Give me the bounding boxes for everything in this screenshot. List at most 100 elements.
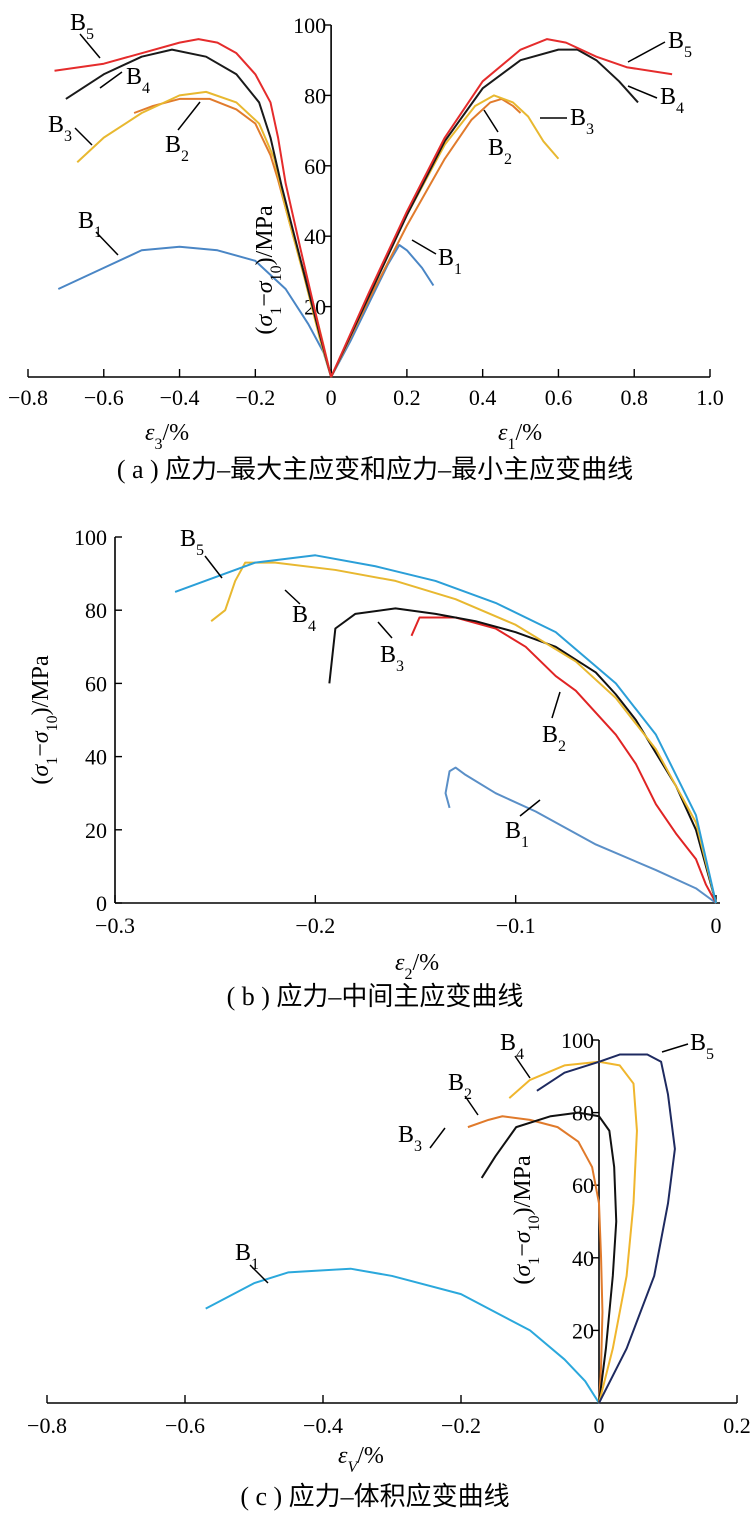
panel-a-x-tick-label: 1.0 (696, 385, 724, 410)
panel-c-leader-b1 (249, 1264, 269, 1284)
panel-b-y-tick-label: 100 (74, 525, 107, 550)
panel-c-x-tick-label: −0.4 (303, 1413, 343, 1438)
panel-a-series-label-b5: B5 (668, 28, 692, 61)
panel-c-x-tick-label: −0.6 (165, 1413, 205, 1438)
panel-b-series-label-b1: B1 (505, 818, 529, 851)
panel-a: −0.8 −0.6 −0.4 −0.2 0 0.2 0.4 0.6 0.8 1.020406080… (8, 10, 724, 484)
panel-a-leader-b2 (483, 109, 499, 133)
panel-c-y-axis-label: (σ1−σ10)/MPa (510, 1155, 543, 1285)
panel-b-caption: ( b ) 应力–中间主应变曲线 (227, 982, 524, 1011)
panel-b-y-tick-label: 60 (85, 671, 107, 696)
panel-a-leader-b1 (411, 239, 437, 255)
panel-b-leader-b1 (519, 799, 541, 817)
panel-c-leader-b5 (661, 1043, 689, 1053)
panel-b-y-tick-label: 80 (85, 598, 107, 623)
panel-a-line-b1-eps1 (330, 244, 435, 378)
panel-a-y-tick-label: 80 (304, 83, 326, 108)
panel-a-series-label-b1: B1 (78, 208, 102, 241)
panel-a-line-b5-eps3 (54, 38, 333, 378)
panel-c-series-label-b4: B4 (500, 1030, 524, 1063)
panel-c-x-axis-label: εV/% (338, 1443, 384, 1476)
panel-a-series-labels: B5 B4 B3 B2 B1 B5 B4 B3 B2 B1 (48, 10, 692, 278)
panel-c-series-label-b3: B3 (398, 1122, 422, 1155)
panel-a-series-label-b4: B4 (660, 84, 684, 117)
panel-c-line-b2 (467, 1115, 604, 1404)
panel-a-series-label-b4: B4 (126, 64, 150, 97)
panel-a-x-tick-label: 0.2 (393, 385, 421, 410)
panel-c-line-b5 (536, 1053, 676, 1404)
panel-b-line-b1 (444, 766, 717, 904)
panel-c-line-b1 (205, 1267, 600, 1404)
panel-c-series-label-b1: B1 (235, 1240, 259, 1273)
panel-b-y-tick-label: 0 (96, 891, 107, 916)
panel-a-y-tick-label: 40 (304, 224, 326, 249)
panel-a-x-tick-label: 0.4 (469, 385, 497, 410)
panel-a-series-label-b1: B1 (438, 245, 462, 278)
panel-b-series-labels: B5 B4 B3 B2 B1 (180, 526, 566, 851)
panel-b-x-axis-label: ε2/% (395, 950, 439, 983)
panel-a-caption: ( a ) 应力–最大主应变和应力–最小主应变曲线 (117, 455, 633, 484)
panel-a-y-tick-label: 60 (304, 154, 326, 179)
panel-c-leader-b4 (514, 1055, 531, 1079)
panel-c-y-tick-label: 20 (572, 1318, 594, 1343)
panel-c-series (205, 1053, 676, 1404)
panel-b-line-b2 (410, 616, 717, 904)
panel-b-y-axis-label: (σ1−σ10)/MPa (28, 655, 61, 785)
panel-a-series-label-b2: B2 (165, 132, 189, 165)
panel-a-leader-b3 (74, 127, 93, 146)
panel-b-leader-b5 (204, 555, 223, 579)
panel-b-leader-b2 (551, 691, 561, 719)
panel-a-line-b2-eps1 (330, 97, 522, 378)
panel-b-line-b3 (328, 607, 717, 904)
panel-a-y-tick-label: 100 (293, 13, 326, 38)
panel-a-leader-b5 (627, 41, 666, 63)
panel-b-line-b4 (210, 561, 717, 904)
panel-a-x-axis-label-left: ε3/% (145, 420, 189, 453)
panel-a-series-label-b5: B5 (70, 10, 94, 43)
panel-a-leader-b4 (99, 71, 123, 89)
panel-b-leader-b4 (284, 589, 301, 605)
panel-c-leader-b3 (429, 1127, 446, 1149)
panel-a-line-b1-eps3 (57, 245, 333, 378)
panel-c-x-tick-label: −0.8 (27, 1413, 67, 1438)
panel-c-y-tick-label: 100 (561, 1028, 594, 1053)
panel-b-series-label-b2: B2 (542, 722, 566, 755)
panel-b-series-label-b5: B5 (180, 526, 204, 559)
panel-a-leader-b2 (177, 101, 201, 131)
panel-c-leader-b2 (464, 1095, 479, 1116)
panel-c-line-b4 (508, 1060, 638, 1404)
panel-c-series-labels: B5 B4 B2 B3 B1 (235, 1030, 714, 1284)
panel-c-y-tick-label: 60 (572, 1173, 594, 1198)
panel-a-axes (28, 25, 710, 378)
panel-a-y-axis-label: (σ1−σ10)/MPa (252, 205, 285, 335)
panel-b-y-tick-label: 20 (85, 818, 107, 843)
panel-a-x-tick-label: −0.2 (235, 385, 275, 410)
panel-c-series-label-b5: B5 (690, 1030, 714, 1063)
panel-a-line-b4-eps3 (65, 48, 333, 378)
panel-b-x-tick-label: −0.2 (295, 913, 335, 938)
panel-a-ticks: −0.8 −0.6 −0.4 −0.2 0 0.2 0.4 0.6 0.8 1.020406080… (8, 13, 724, 410)
panel-a-x-tick-label: −0.4 (160, 385, 200, 410)
panel-a-series-label-b2: B2 (488, 135, 512, 168)
panel-b-x-tick-label: −0.3 (95, 913, 135, 938)
panel-b-series (174, 554, 717, 904)
panel-a-series-label-b3: B3 (48, 112, 72, 145)
panel-a-leader-b1 (95, 231, 119, 256)
panel-a-line-b2-eps3 (133, 97, 333, 378)
panel-b-series-label-b3: B3 (380, 642, 404, 675)
panel-a-x-tick-label: 0 (326, 385, 337, 410)
panel-c-line-b3 (480, 1111, 618, 1404)
panel-a-x-tick-label: −0.8 (8, 385, 48, 410)
panel-c-x-tick-label: −0.2 (441, 1413, 481, 1438)
panel-b-x-tick-label: 0 (711, 913, 722, 938)
panel-c-y-tick-label: 40 (572, 1246, 594, 1271)
panel-b-leader-b3 (377, 621, 393, 639)
panel-a-leader-b4 (627, 85, 658, 99)
panel-b-x-tick-label: −0.1 (496, 913, 536, 938)
panel-a-line-b5-eps1 (330, 38, 673, 378)
panel-b: −0.3 −0.2 −0.1 0 0 20 40 60 80 100 B5 B4 B3 B2 B1 (σ1… (28, 525, 722, 1011)
panel-b-y-tick-label: 40 (85, 745, 107, 770)
